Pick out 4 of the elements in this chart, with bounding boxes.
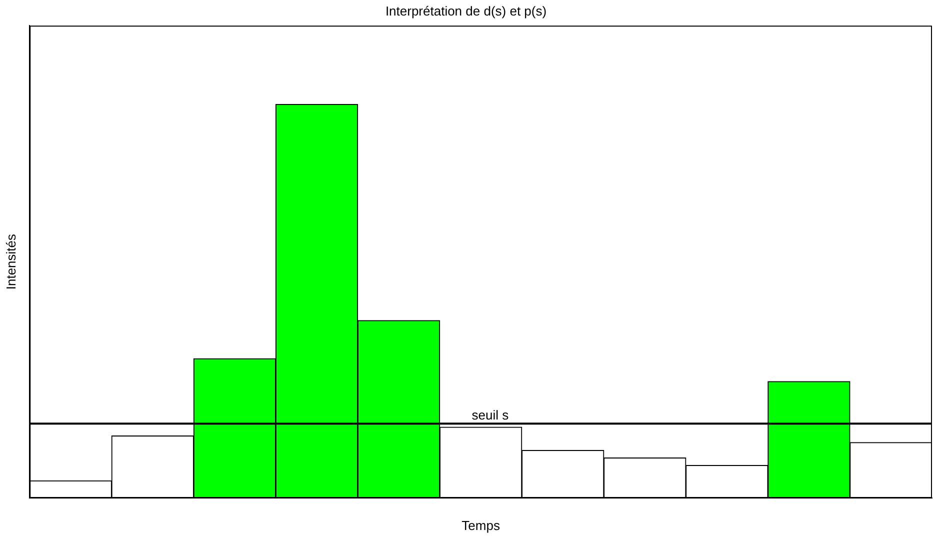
- chart-title: Interprétation de d(s) et p(s): [385, 3, 547, 18]
- y-axis-title: Intensités: [3, 233, 18, 290]
- x-axis-title: Temps: [462, 518, 500, 533]
- ref-line-label: seuil s: [472, 408, 510, 423]
